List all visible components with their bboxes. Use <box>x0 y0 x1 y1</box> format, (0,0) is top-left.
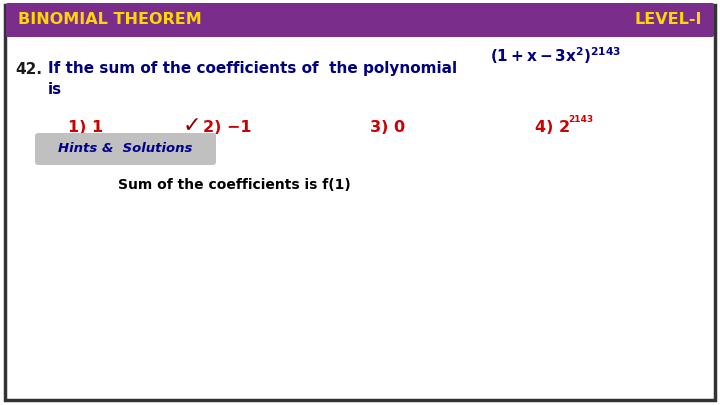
Text: Hints &  Solutions: Hints & Solutions <box>58 143 192 156</box>
FancyBboxPatch shape <box>5 5 715 400</box>
FancyBboxPatch shape <box>35 133 216 165</box>
Text: If the sum of the coefficients of  the polynomial: If the sum of the coefficients of the po… <box>48 62 462 77</box>
Text: ✓: ✓ <box>183 116 202 136</box>
Text: BINOMIAL THEOREM: BINOMIAL THEOREM <box>18 13 202 28</box>
Text: $\bf{(1+x-3x^2)^{2143}}$: $\bf{(1+x-3x^2)^{2143}}$ <box>490 45 621 66</box>
Text: 1) 1: 1) 1 <box>68 119 103 134</box>
Text: Sum of the coefficients is f(1): Sum of the coefficients is f(1) <box>118 178 351 192</box>
Text: is: is <box>48 83 62 98</box>
FancyBboxPatch shape <box>6 3 714 37</box>
Text: 42.: 42. <box>15 62 42 77</box>
Text: 4) 2: 4) 2 <box>535 119 570 134</box>
Text: 2) −1: 2) −1 <box>203 119 251 134</box>
Text: 2143: 2143 <box>568 115 593 124</box>
Text: LEVEL-I: LEVEL-I <box>634 13 702 28</box>
Text: 3) 0: 3) 0 <box>370 119 405 134</box>
